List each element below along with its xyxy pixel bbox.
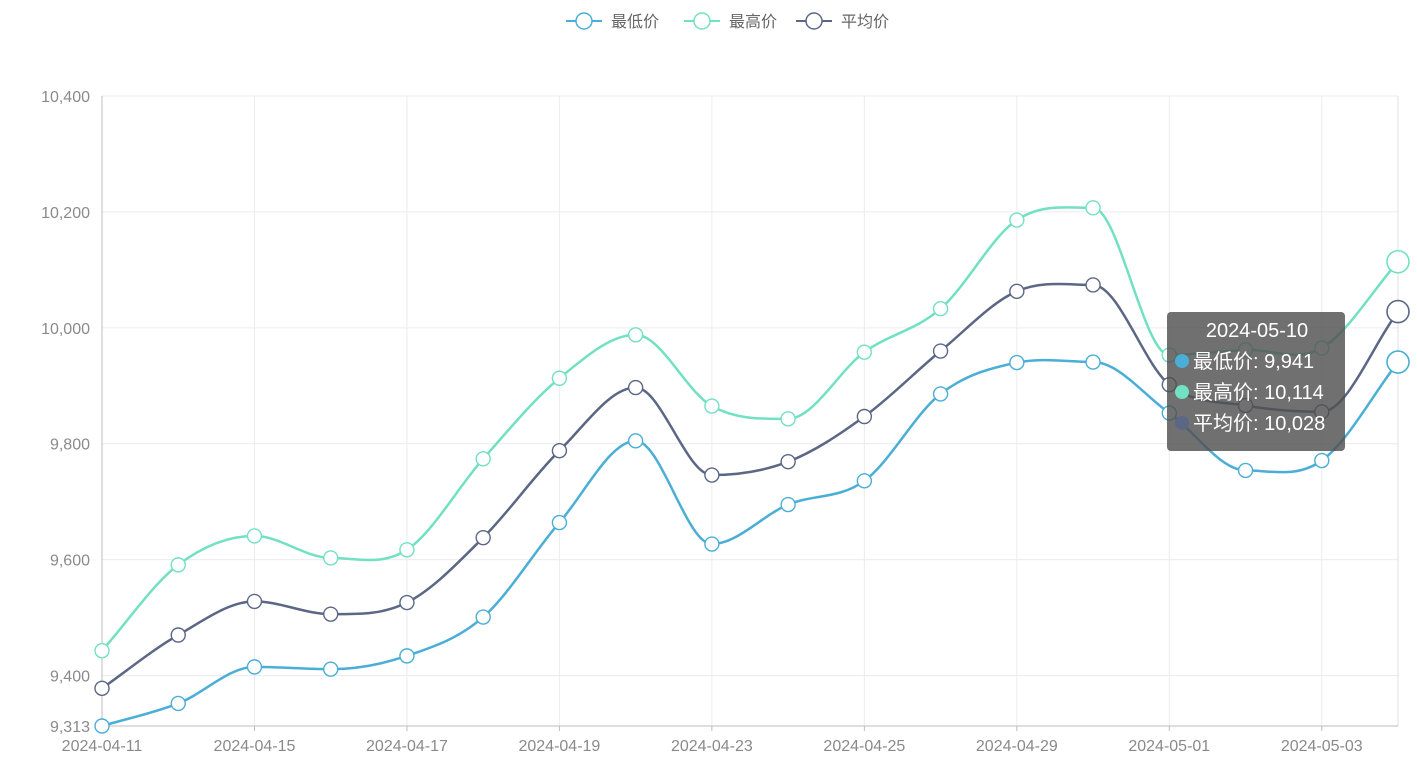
tooltip-dot-avg bbox=[1175, 416, 1189, 431]
series-avg-point[interactable] bbox=[475, 529, 491, 546]
series-avg-point[interactable] bbox=[1386, 299, 1410, 324]
legend-label: 平均价 bbox=[841, 13, 889, 31]
series-high-point[interactable] bbox=[780, 411, 796, 427]
series-high-point[interactable] bbox=[94, 642, 110, 659]
legend-label: 最高价 bbox=[729, 13, 777, 31]
series-high-point[interactable] bbox=[1009, 212, 1025, 228]
y-tick-label: 10,000 bbox=[41, 321, 90, 338]
series-low-point[interactable] bbox=[1314, 452, 1330, 469]
series-avg-point[interactable] bbox=[856, 408, 873, 425]
series-high-point[interactable] bbox=[932, 301, 949, 317]
series-high-point[interactable] bbox=[323, 550, 339, 566]
tooltip-value-high: 最高价: 10,114 bbox=[1193, 382, 1324, 404]
tooltip-row-high: 最高价: 10,114 bbox=[1175, 378, 1339, 409]
series-layer bbox=[94, 200, 1410, 734]
series-avg-point[interactable] bbox=[551, 443, 568, 459]
series-avg-point[interactable] bbox=[704, 467, 720, 483]
data-tooltip: 2024-05-10 最低价: 9,941 最高价: 10,114 平均价: 1… bbox=[1167, 312, 1345, 451]
series-high-point[interactable] bbox=[170, 557, 186, 573]
legend[interactable]: 最低价 最高价 平均价 bbox=[566, 12, 889, 31]
x-tick-label: 2024-04-15 bbox=[214, 738, 296, 755]
tooltip-row-low: 最低价: 9,941 bbox=[1175, 347, 1339, 378]
x-tick-label: 2024-05-01 bbox=[1128, 738, 1210, 755]
y-tick-label: 10,400 bbox=[41, 89, 90, 106]
legend-marker-icon bbox=[575, 12, 593, 30]
legend-item-high[interactable]: 最高价 bbox=[684, 12, 777, 31]
legend-marker-icon bbox=[693, 12, 711, 30]
series-low-point[interactable] bbox=[1237, 462, 1254, 479]
series-avg-point[interactable] bbox=[780, 454, 796, 470]
x-tick-label: 2024-04-19 bbox=[518, 738, 600, 755]
y-tick-label: 9,600 bbox=[50, 553, 90, 570]
series-high-point[interactable] bbox=[856, 344, 873, 360]
series-low-point[interactable] bbox=[170, 695, 186, 712]
series-low-point[interactable] bbox=[780, 496, 796, 513]
series-low-point[interactable] bbox=[323, 661, 339, 677]
series-low-point[interactable] bbox=[627, 433, 644, 449]
series-low-point[interactable] bbox=[1009, 354, 1025, 371]
x-tick-label: 2024-04-25 bbox=[823, 738, 905, 755]
y-tick-label: 9,800 bbox=[50, 437, 90, 454]
legend-label: 最低价 bbox=[611, 13, 659, 31]
series-avg-point[interactable] bbox=[932, 343, 949, 359]
legend-marker-icon bbox=[805, 12, 823, 30]
series-low-point[interactable] bbox=[932, 386, 949, 402]
x-tick-label: 2024-04-23 bbox=[671, 738, 753, 755]
tooltip-value-avg: 平均价: 10,028 bbox=[1193, 413, 1326, 435]
axes: 9,313 9,400 9,600 9,800 10,000 10,200 10,400 20… bbox=[41, 89, 1399, 755]
x-tick-label: 2024-05-03 bbox=[1281, 738, 1363, 755]
series-low-point[interactable] bbox=[551, 514, 568, 531]
series-low-point[interactable] bbox=[856, 473, 873, 489]
series-low-point[interactable] bbox=[246, 659, 263, 675]
tooltip-dot-high bbox=[1175, 385, 1189, 400]
series-high-point[interactable] bbox=[1085, 200, 1101, 216]
y-tick-label: 9,313 bbox=[50, 719, 90, 736]
series-low-point[interactable] bbox=[1386, 350, 1410, 374]
y-tick-label: 10,200 bbox=[41, 205, 90, 222]
series-low-point[interactable] bbox=[399, 648, 415, 664]
series-low-point[interactable] bbox=[1085, 354, 1101, 370]
series-avg-point[interactable] bbox=[1085, 277, 1101, 293]
series-low-point[interactable] bbox=[475, 609, 491, 625]
x-tick-label: 2024-04-11 bbox=[62, 738, 143, 755]
series-avg-point[interactable] bbox=[627, 379, 644, 396]
series-high-point[interactable] bbox=[551, 370, 568, 386]
series-avg-point[interactable] bbox=[323, 606, 339, 622]
tooltip-title: 2024-05-10 bbox=[1205, 320, 1309, 342]
series-high-point[interactable] bbox=[399, 542, 415, 558]
x-tick-label: 2024-04-17 bbox=[366, 738, 448, 755]
y-tick-label: 9,400 bbox=[50, 669, 90, 686]
series-high-point[interactable] bbox=[627, 327, 644, 343]
tooltip-row-avg: 平均价: 10,028 bbox=[1175, 409, 1339, 440]
series-high-point[interactable] bbox=[704, 398, 720, 414]
tooltip-dot-low bbox=[1175, 354, 1189, 369]
series-high-point[interactable] bbox=[1386, 249, 1410, 274]
series-high-point[interactable] bbox=[475, 451, 491, 467]
series-low-point[interactable] bbox=[704, 536, 720, 552]
tooltip-value-low: 最低价: 9,941 bbox=[1193, 351, 1315, 373]
legend-item-avg[interactable]: 平均价 bbox=[796, 12, 889, 31]
series-avg-point[interactable] bbox=[1009, 283, 1025, 300]
x-tick-label: 2024-04-29 bbox=[976, 738, 1058, 755]
series-high-point[interactable] bbox=[246, 528, 263, 544]
series-avg-point[interactable] bbox=[399, 594, 415, 611]
series-avg-point[interactable] bbox=[170, 627, 186, 643]
legend-item-low[interactable]: 最低价 bbox=[566, 12, 659, 31]
series-avg-point[interactable] bbox=[246, 593, 263, 610]
series-low-point[interactable] bbox=[94, 718, 110, 734]
series-avg-point[interactable] bbox=[94, 680, 110, 697]
